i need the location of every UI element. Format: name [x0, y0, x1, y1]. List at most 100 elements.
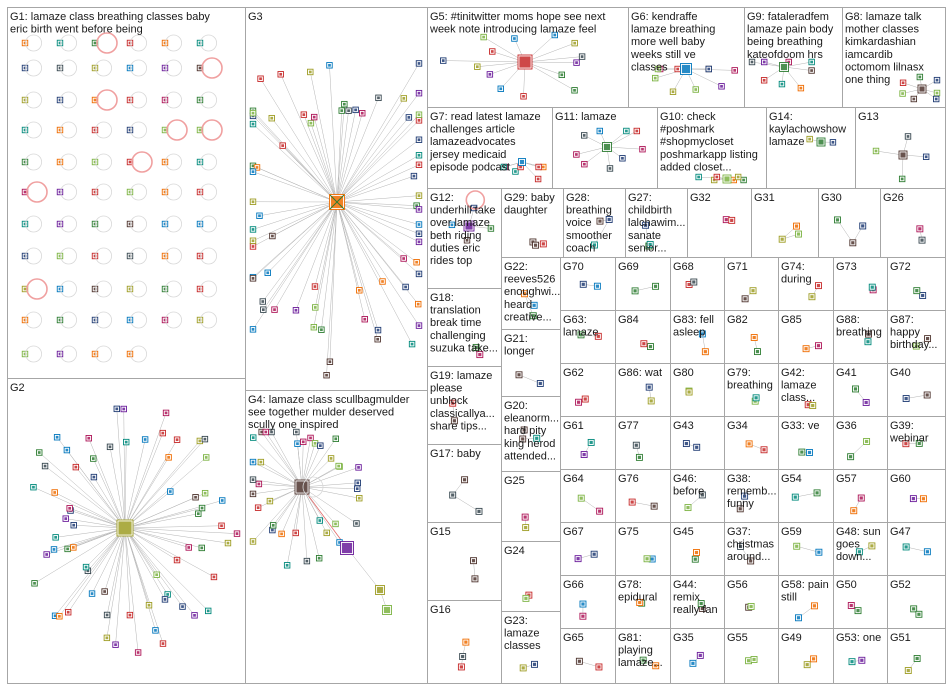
g2-node-avatar: [90, 592, 94, 595]
group-panel-g44[interactable]: [670, 575, 725, 629]
group-label-g35: G35: [673, 632, 694, 644]
group-panel-g77[interactable]: [615, 416, 671, 470]
g2-node-avatar: [103, 590, 106, 593]
group-panel-g6[interactable]: [628, 7, 745, 108]
g86-node-avatar: [647, 385, 651, 389]
g17-node-avatar: [451, 493, 455, 497]
edge: [252, 115, 338, 203]
g85-nodes: [802, 342, 822, 353]
g6-node-avatar: [720, 84, 723, 88]
group-panel-g63[interactable]: [560, 310, 616, 364]
group-panel-g80[interactable]: [670, 363, 725, 417]
edge: [124, 527, 131, 616]
group-panel-g83[interactable]: [670, 310, 725, 364]
group-panel-g81[interactable]: [615, 628, 671, 684]
edge: [253, 437, 303, 488]
g3-node-avatar: [402, 257, 406, 260]
group-panel-g26[interactable]: [880, 188, 946, 258]
group-panel-g13[interactable]: [855, 107, 946, 189]
group-label-g28: G28: breathing voice smoother coach: [566, 192, 612, 254]
group-panel-g1[interactable]: [7, 7, 246, 379]
g22-node-avatar: [522, 292, 527, 296]
group-panel-g72[interactable]: [887, 257, 946, 311]
group-panel-g45[interactable]: [670, 522, 725, 576]
group-panel-g47[interactable]: [887, 522, 946, 576]
group-panel-g75[interactable]: [615, 522, 671, 576]
group-panel-g71[interactable]: [724, 257, 779, 311]
group-panel-g15[interactable]: [427, 522, 502, 601]
group-panel-g86[interactable]: [615, 363, 671, 417]
group-label-line: G45: [673, 526, 694, 538]
group-label-line: classes: [631, 61, 668, 73]
group-panel-g12[interactable]: [427, 188, 502, 289]
group-panel-g31[interactable]: [751, 188, 819, 258]
group-panel-g87[interactable]: [887, 310, 946, 364]
group-panel-g43[interactable]: [670, 416, 725, 470]
group-panel-g27[interactable]: [625, 188, 688, 258]
group-label-g36: G36: [836, 420, 857, 432]
group-label-line: G5: #tinitwitter moms hope see next: [430, 11, 605, 23]
group-panel-g66[interactable]: [560, 575, 616, 629]
group-label-line: class...: [781, 392, 815, 404]
group-panel-g17[interactable]: [427, 444, 502, 523]
group-label-line: jersey medicaid: [429, 149, 506, 161]
group-label-line: around...: [727, 551, 770, 563]
group-panel-g32[interactable]: [687, 188, 752, 258]
g25-node-avatar: [524, 525, 528, 530]
edge: [73, 527, 126, 548]
g20-nodes: [519, 426, 541, 443]
edge: [286, 486, 303, 566]
group-panel-g25[interactable]: [501, 471, 561, 542]
g4-secondary-hub-node-avatar: [341, 542, 353, 554]
group-label-line: down...: [836, 551, 871, 563]
group-panel-g74[interactable]: [778, 257, 834, 311]
group-panel-g79[interactable]: [724, 363, 779, 417]
g1-node-avatar: [163, 318, 167, 322]
edge: [336, 175, 415, 203]
group-panel-g19[interactable]: [427, 366, 502, 445]
group-label-line: lamaze: [781, 380, 816, 392]
group-label-line: remix: [673, 592, 700, 604]
g11-node-avatar: [621, 156, 624, 160]
group-label-g12: G12: underhill take over lamaze beth riding…: [430, 192, 495, 267]
edge: [93, 476, 126, 529]
g2-node-avatar: [226, 541, 230, 545]
group-panel-g55[interactable]: [724, 628, 779, 684]
group-label-g74: G74: during: [781, 261, 812, 286]
edge: [124, 440, 201, 529]
group-panel-g56[interactable]: [724, 575, 779, 629]
group-panel-g64[interactable]: [560, 469, 616, 523]
edge: [336, 109, 356, 203]
self-loop: [165, 311, 183, 329]
edge: [336, 201, 404, 259]
group-label-g40: G40: [890, 367, 911, 379]
g41-node-avatar: [853, 387, 858, 391]
g2-node-avatar: [64, 517, 68, 520]
group-panel-g67[interactable]: [560, 522, 616, 576]
g4-node-avatar: [309, 436, 312, 440]
g8-node-avatar: [935, 91, 939, 95]
group-panel-g58[interactable]: [778, 575, 834, 629]
group-panel-g53[interactable]: [833, 628, 888, 684]
group-label-line: share tips...: [430, 420, 487, 432]
edge: [124, 527, 238, 534]
g1-node-avatar: [23, 98, 27, 102]
group-panel-g65[interactable]: [560, 628, 616, 684]
group-panel-g38[interactable]: [724, 469, 779, 523]
group-label-g52: G52: [890, 579, 911, 591]
g7-node-avatar: [519, 165, 522, 169]
g1-node-avatar: [23, 66, 27, 70]
group-panel-g40[interactable]: [887, 363, 946, 417]
group-panel-g88[interactable]: [833, 310, 888, 364]
self-loop: [60, 121, 77, 139]
group-label-g60: G60: [890, 473, 911, 485]
g49-node-avatar: [805, 663, 809, 667]
group-panel-g18[interactable]: [427, 288, 502, 367]
group-panel-g36[interactable]: [833, 416, 888, 470]
group-panel-g52[interactable]: [887, 575, 946, 629]
g6-node-avatar: [671, 90, 675, 94]
group-panel-g62[interactable]: [560, 363, 616, 417]
group-panel-g14[interactable]: [766, 107, 856, 189]
group-panel-g49[interactable]: [778, 628, 834, 684]
g3-node-avatar: [261, 300, 265, 303]
